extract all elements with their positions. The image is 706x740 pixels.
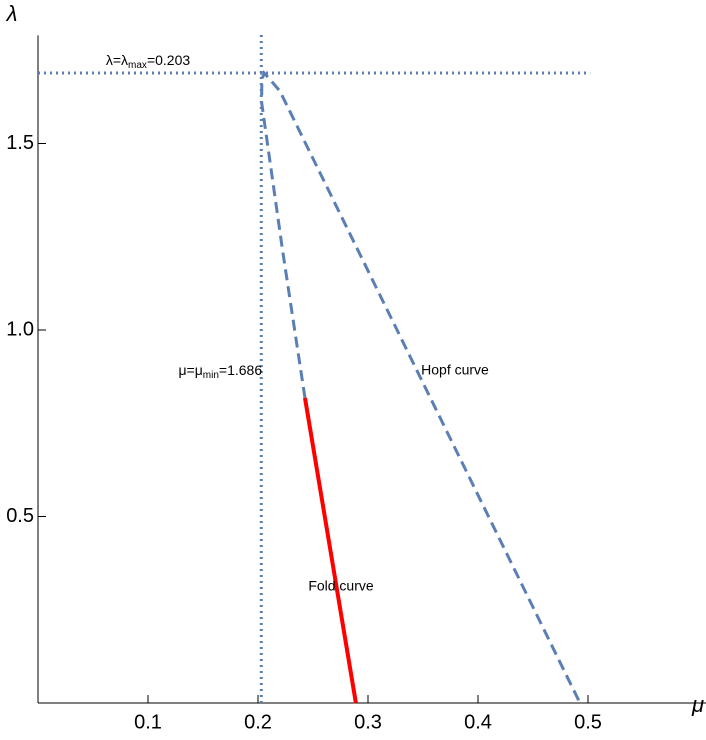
label-part: λ=λ (106, 52, 128, 68)
x-tick-label: 0.2 (244, 711, 272, 733)
x-tick-label: 0.5 (574, 711, 602, 733)
series-line (302, 397, 358, 704)
x-tick-label: 0.1 (134, 711, 162, 733)
label-part: μ=μ (178, 362, 202, 378)
y-tick-label: 1.0 (6, 318, 34, 340)
y-axis-label: λ (6, 1, 18, 26)
y-tick-label: 1.5 (6, 132, 34, 154)
label-part: =0.203 (147, 52, 190, 68)
y-tick-label: 0.5 (6, 505, 34, 527)
series-label: Hopf curve (421, 362, 489, 378)
x-tick-label: 0.3 (354, 711, 382, 733)
x-tick-label: 0.4 (464, 711, 492, 733)
reference-label: λ=λmax=0.203 (106, 52, 191, 71)
label-part: =1.686 (219, 362, 262, 378)
label-sub: max (128, 60, 147, 71)
x-axis-label: μ (691, 692, 704, 717)
label-sub: min (203, 370, 219, 381)
reference-label: μ=μmin=1.686 (178, 362, 262, 381)
series-line (260, 70, 582, 704)
series-label: Fold curve (308, 578, 374, 594)
